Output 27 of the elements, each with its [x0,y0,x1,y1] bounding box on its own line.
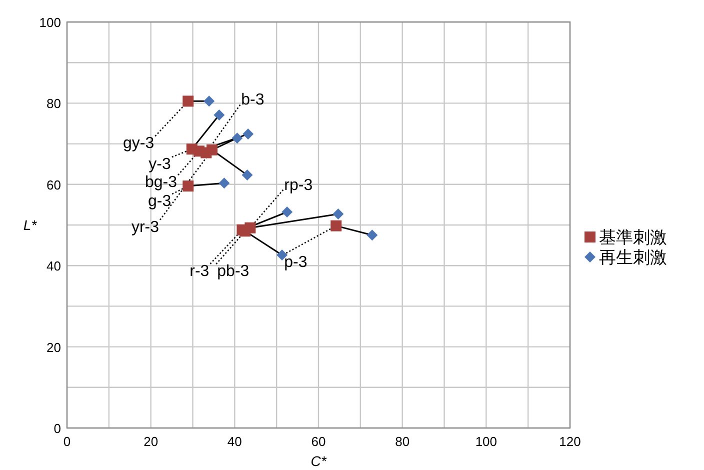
y-tick-label: 100 [39,15,61,30]
legend-label: 再生刺激 [599,248,667,267]
annotation: g-3 [148,193,172,210]
annotation: rp-3 [284,176,313,194]
annotation: r-3 [190,262,210,280]
x-axis-title: C* [310,453,327,469]
x-tick-label: 40 [227,434,242,449]
annotation: p-3 [284,254,308,271]
annotation: gy-3 [123,135,154,152]
x-tick-label: 80 [395,434,410,449]
y-tick-label: 80 [46,96,61,112]
annotation: pb-3 [217,263,250,280]
x-tick-label: 20 [144,434,158,449]
x-tick-label: 60 [311,434,326,449]
legend-label: 基準刺激 [599,228,667,247]
x-tick-label: 100 [475,434,498,449]
annotation: bg-3 [145,174,178,192]
y-tick-label: 0 [54,421,61,436]
x-tick-label: 120 [559,434,581,449]
y-tick-label: 20 [46,340,61,355]
x-tick-label: 0 [63,434,71,449]
y-tick-label: 40 [46,258,61,274]
annotation: y-3 [148,156,172,174]
y-tick-label: 60 [46,177,61,192]
y-axis-title: L* [23,217,38,233]
annotation: b-3 [241,92,264,109]
annotation: yr-3 [131,218,160,236]
